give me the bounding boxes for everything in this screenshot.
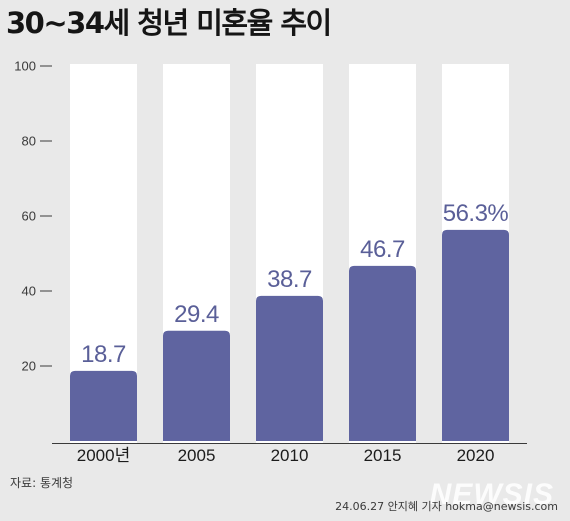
bar-value-label: 38.7 [267, 266, 312, 293]
y-tick-label: 100 [14, 59, 36, 74]
bars [70, 229, 509, 441]
x-category-label: 2015 [364, 446, 402, 465]
value-labels: 18.7 29.4 38.7 46.7 56.3% [81, 200, 509, 368]
x-category-label: 2005 [178, 446, 216, 465]
bar-value-label: 56.3% [443, 200, 509, 227]
newsis-watermark-logo: NEWSIS [429, 478, 554, 511]
bar [163, 330, 230, 441]
category-labels: 2000년 2005 2010 2015 2020 [77, 446, 495, 465]
chart-title: 30~34세 청년 미혼율 추이 [6, 6, 332, 40]
bar [442, 229, 509, 441]
y-tick-label: 40 [22, 284, 36, 299]
x-category-label: 2010 [271, 446, 309, 465]
y-tick-label: 80 [22, 134, 36, 149]
bar [349, 265, 416, 441]
source-note: 자료: 통계청 [10, 476, 74, 490]
x-category-label: 2020 [457, 446, 495, 465]
bar-value-label: 18.7 [81, 341, 126, 368]
bar [256, 295, 323, 441]
y-tick-label: 20 [22, 359, 36, 374]
bar-value-label: 29.4 [174, 301, 219, 328]
y-tick-label: 60 [22, 209, 36, 224]
y-axis: 20 40 60 80 100 [14, 59, 527, 444]
x-category-label: 2000년 [77, 446, 130, 465]
bar-value-label: 46.7 [360, 236, 405, 263]
bar [70, 370, 137, 441]
credit-line: 24.06.27 안지혜 기자 hokma@newsis.com [335, 500, 558, 513]
